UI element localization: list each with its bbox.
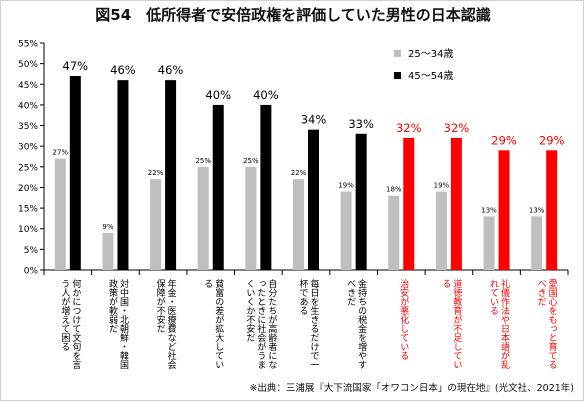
bar-series1 <box>388 195 400 270</box>
data-label-series2: 47% <box>63 59 89 73</box>
x-tick-label: 政策が軟弱だ <box>107 278 118 333</box>
x-tick-label: 対中国・北朝鮮・韓国 <box>118 278 129 370</box>
data-label-series2: 34% <box>301 113 327 127</box>
bar-series2 <box>212 104 224 270</box>
data-label-series2: 46% <box>158 63 184 77</box>
bar-series1 <box>150 179 162 270</box>
data-label-series1: 27% <box>53 149 69 157</box>
y-tick-label: 55% <box>18 40 38 50</box>
bar-series1 <box>293 179 304 270</box>
data-label-series2: 32% <box>396 121 422 135</box>
bar-series2 <box>450 137 462 270</box>
y-tick-label: 30% <box>18 143 38 153</box>
y-tick-label: 10% <box>18 225 38 235</box>
data-label-series1: 22% <box>148 169 164 177</box>
x-tick-label: 杯である <box>298 278 309 315</box>
data-label-series2: 32% <box>444 121 470 135</box>
x-tick-label: 貧富の差が拡大してい <box>213 278 224 369</box>
data-label-series1: 13% <box>481 206 497 214</box>
y-tick-label: 0% <box>24 267 39 277</box>
y-tick-label: 15% <box>18 205 38 215</box>
data-label-series2: 46% <box>110 63 136 77</box>
data-label-series2: 33% <box>348 117 374 131</box>
legend-label-series2: 45〜54歳 <box>408 70 453 82</box>
data-label-series1: 13% <box>529 206 545 214</box>
y-tick-label: 45% <box>18 81 38 91</box>
bar-series1 <box>197 166 209 270</box>
data-label-series1: 22% <box>291 169 307 177</box>
y-tick-label: 20% <box>18 184 38 194</box>
bar-series2 <box>546 150 558 270</box>
bar-series1 <box>245 166 257 270</box>
data-label-series2: 29% <box>491 133 517 147</box>
y-tick-label: 50% <box>18 60 38 70</box>
x-tick-label: ったときに社会がうま <box>255 279 266 369</box>
bar-series2 <box>165 80 177 271</box>
x-tick-label: くいくか不安だ <box>244 279 255 342</box>
y-tick-label: 25% <box>18 163 38 173</box>
y-tick-label: 35% <box>18 122 38 132</box>
data-label-series2: 40% <box>253 88 279 102</box>
data-label-series2: 29% <box>539 133 565 147</box>
x-tick-label: 愛国心をもっと育てる <box>547 278 558 369</box>
legend-swatch-series2 <box>394 72 401 79</box>
bar-series1 <box>435 191 447 270</box>
data-label-series2: 40% <box>205 88 231 102</box>
bar-series2 <box>308 129 319 270</box>
bar-series1 <box>54 158 66 270</box>
data-label-series1: 18% <box>386 186 402 194</box>
x-tick-label: 金持ちの税金を増やす <box>356 278 367 369</box>
data-label-series1: 25% <box>243 157 259 165</box>
bar-series2 <box>403 137 415 270</box>
y-tick-label: 40% <box>18 101 38 111</box>
data-label-series1: 19% <box>434 182 450 190</box>
x-tick-label: 礼儀作法や日本語が乱 <box>499 278 510 369</box>
data-label-series1: 25% <box>195 157 211 165</box>
data-label-series1: 19% <box>338 182 354 190</box>
legend-swatch-series1 <box>394 50 401 57</box>
bar-series2 <box>355 133 367 270</box>
x-tick-label: る <box>202 279 212 288</box>
x-tick-label: 何かにつけて文句を言 <box>70 278 81 370</box>
x-tick-label: べきだ <box>345 279 356 306</box>
x-tick-label: れている <box>488 279 499 315</box>
x-tick-label: 道徳教育が不足してい <box>451 278 462 369</box>
x-tick-label: 保障が不安だ <box>155 278 166 333</box>
bar-series1 <box>483 216 495 270</box>
x-tick-label: 治安が悪化している <box>398 278 409 360</box>
chart-title: 図54 低所得者で安倍政権を評価していた男性の日本認識 <box>95 6 491 24</box>
bar-series2 <box>117 80 129 271</box>
data-label-series1: 9% <box>102 223 113 231</box>
x-tick-label: う人が増えて困る <box>59 279 70 351</box>
x-tick-label: べきだ <box>536 279 547 306</box>
x-tick-label: 自分たちが高齢者にな <box>266 278 277 369</box>
bar-series1 <box>340 191 352 270</box>
y-tick-label: 5% <box>24 246 39 256</box>
legend-label-series1: 25〜34歳 <box>408 48 453 60</box>
source-note: ※出典：三浦展『大下流国家「オワコン日本」の現在地』(光文社、2021年) <box>249 383 574 394</box>
bar-series2 <box>498 150 510 270</box>
bar-series1 <box>102 232 114 270</box>
x-tick-label: る <box>440 279 450 288</box>
bar-series1 <box>531 216 543 270</box>
bar-series2 <box>260 104 272 270</box>
x-tick-label: 年金・医療費など社会 <box>166 278 177 370</box>
bar-series2 <box>69 76 81 270</box>
x-tick-label: 毎日を生きるだけで一 <box>309 278 320 369</box>
